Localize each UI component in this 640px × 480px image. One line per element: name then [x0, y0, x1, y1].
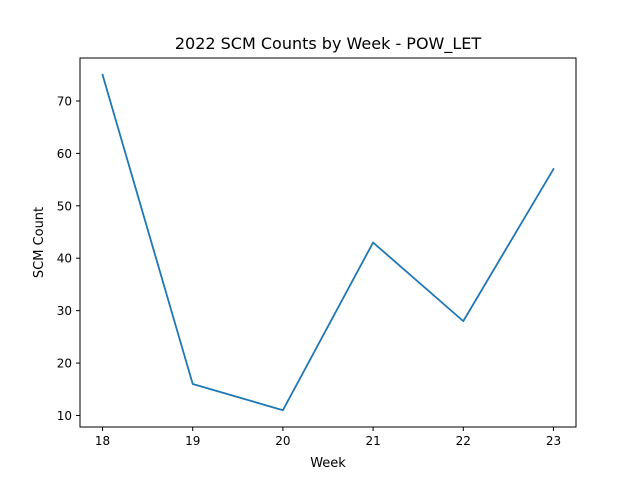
y-tick-label: 70 — [57, 94, 72, 108]
y-axis-label: SCM Count — [32, 207, 47, 278]
y-tick-label: 30 — [57, 304, 72, 318]
y-tick-label: 10 — [57, 409, 72, 423]
chart-title: 2022 SCM Counts by Week - POW_LET — [175, 34, 482, 54]
x-tick-label: 23 — [546, 434, 561, 448]
x-axis: 18 19 20 21 22 23 — [95, 427, 561, 448]
y-tick-label: 40 — [57, 252, 72, 266]
plot-area: 18 19 20 21 22 23 10 20 30 40 50 60 70 — [57, 57, 577, 448]
series-layer — [101, 73, 555, 412]
plot-background — [80, 58, 576, 427]
x-tick-label: 18 — [95, 434, 110, 448]
x-tick-label: 20 — [275, 434, 290, 448]
plot-frame — [79, 57, 577, 428]
y-tick-label: 20 — [57, 357, 72, 371]
y-tick-label: 60 — [57, 147, 72, 161]
series-line — [101, 73, 555, 412]
x-axis-label: Week — [310, 456, 346, 471]
y-tick-label: 50 — [57, 199, 72, 213]
x-tick-label: 21 — [365, 434, 380, 448]
x-tick-label: 22 — [456, 434, 471, 448]
y-axis: 10 20 30 40 50 60 70 — [57, 94, 80, 423]
x-tick-label: 19 — [185, 434, 200, 448]
